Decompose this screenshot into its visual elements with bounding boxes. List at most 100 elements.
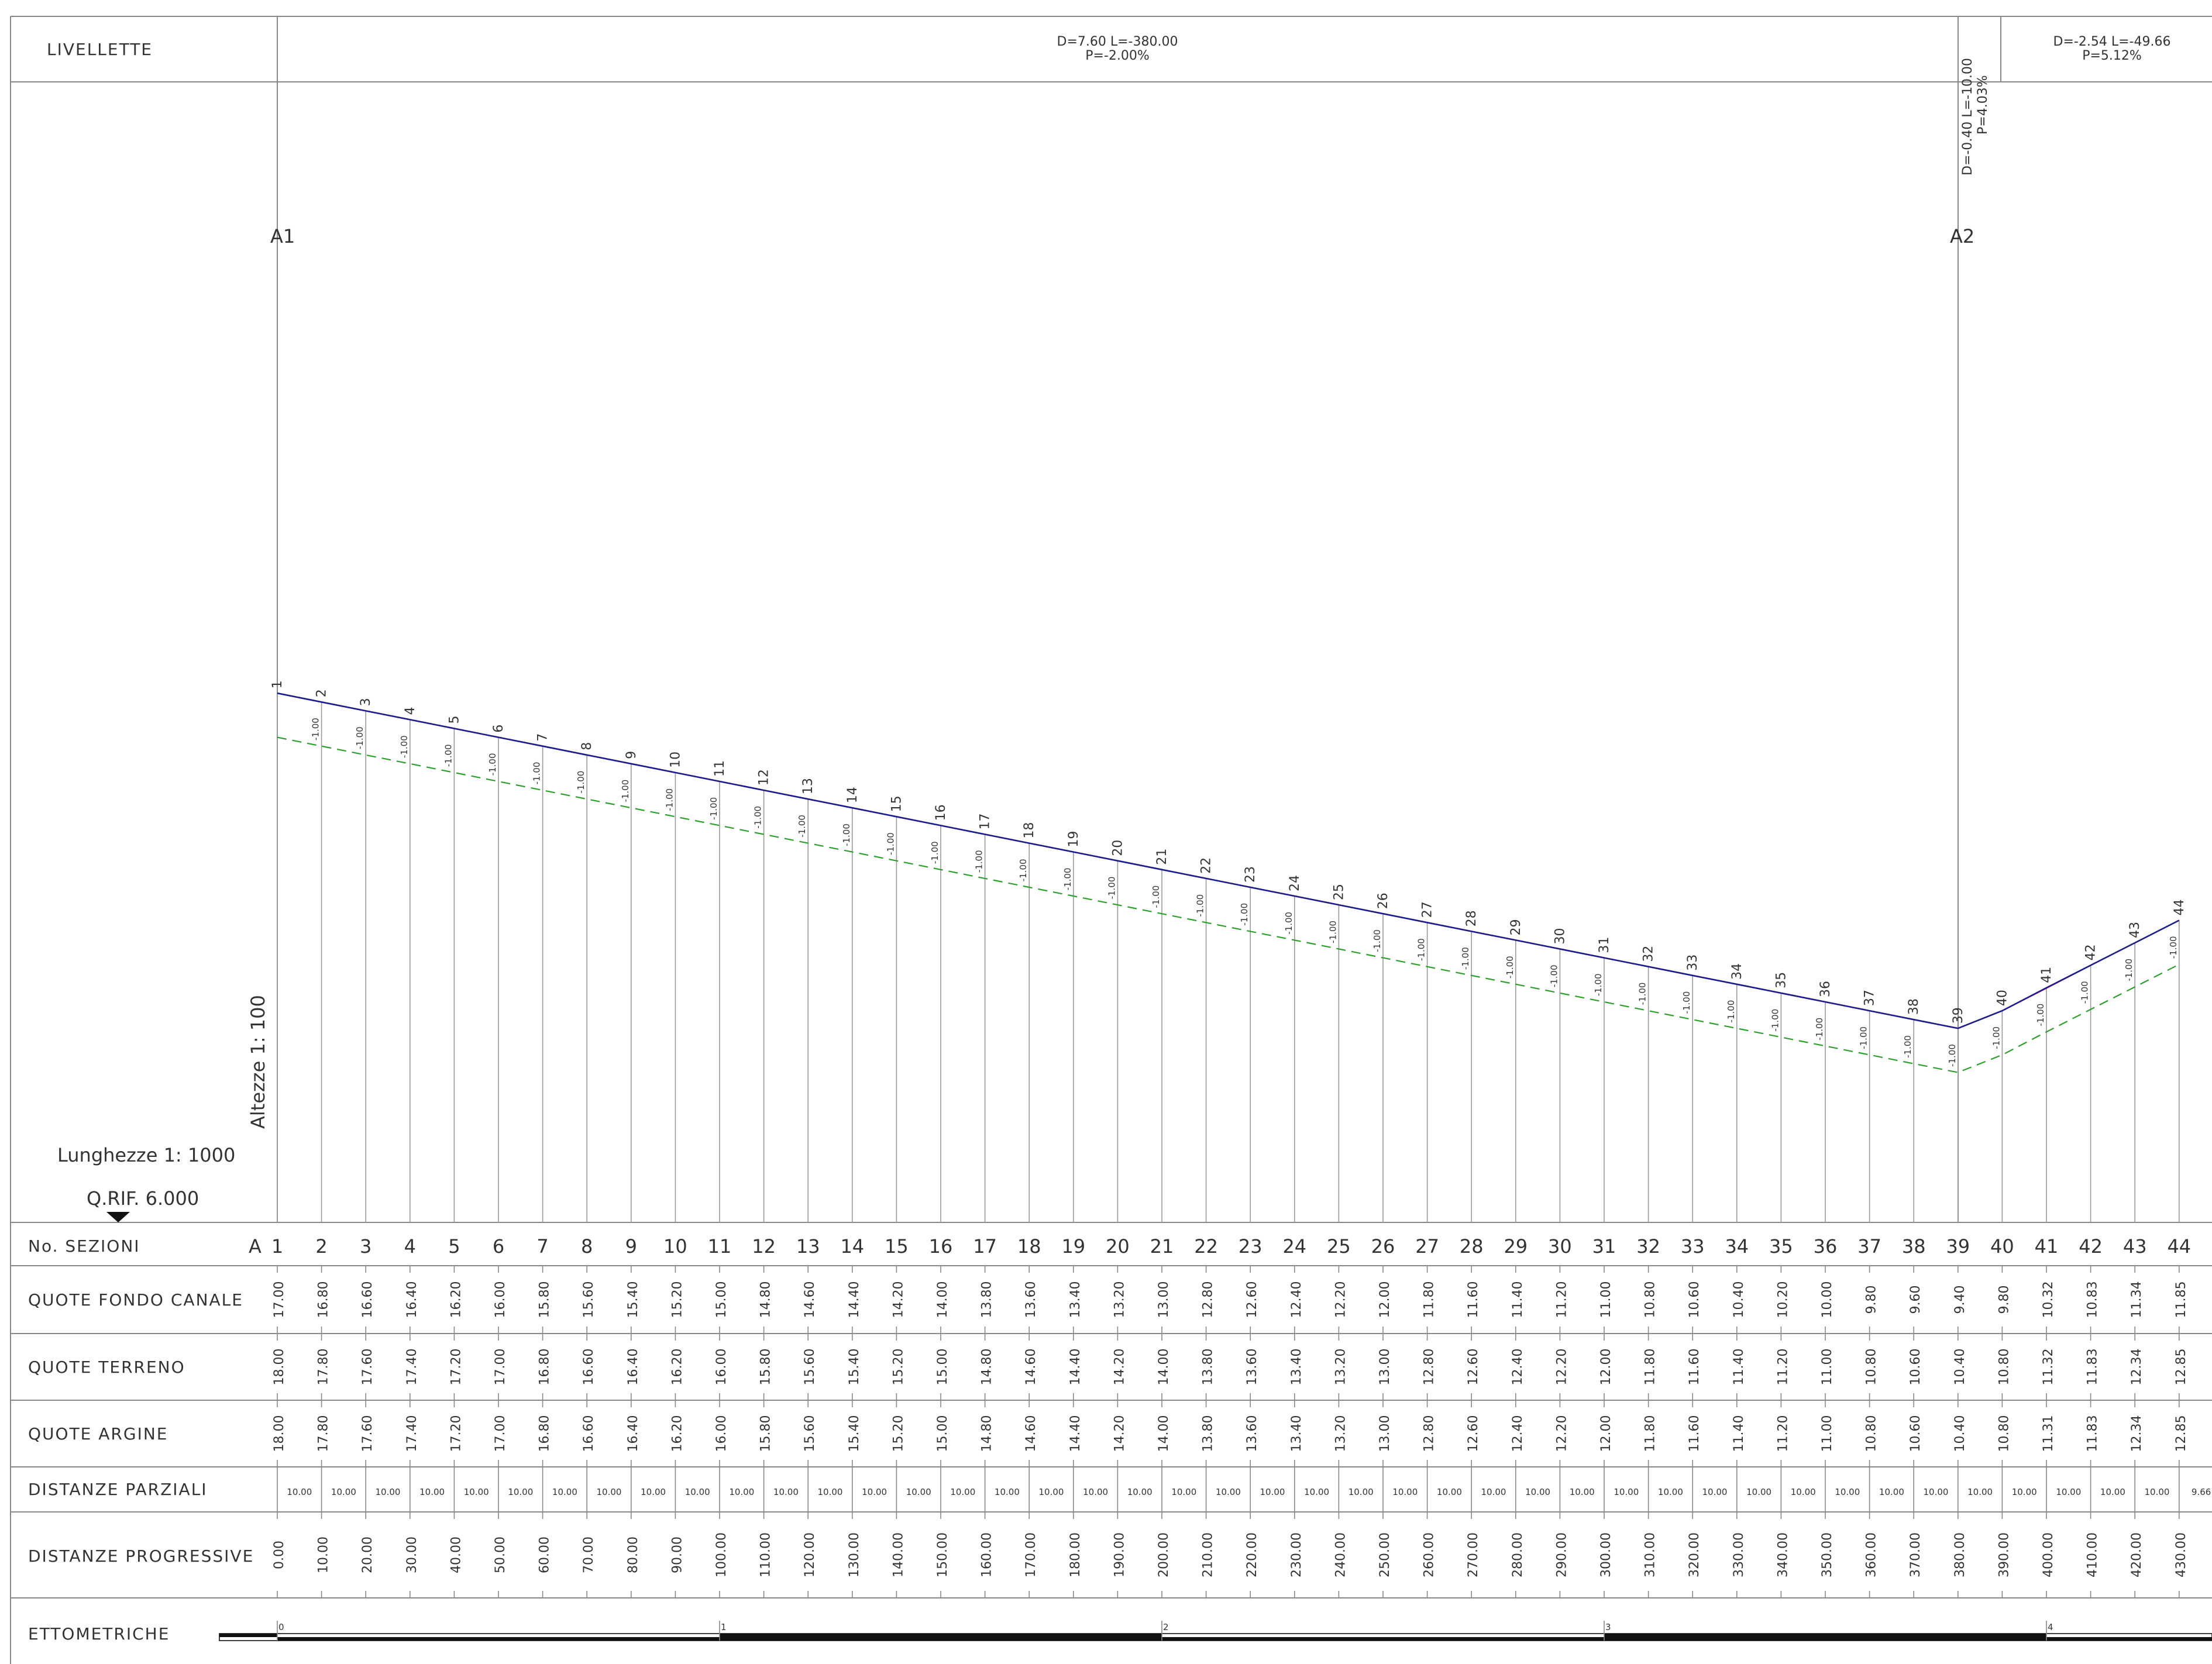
progressive-value: 230.00	[1289, 1532, 1304, 1577]
progressive-value: 170.00	[1024, 1532, 1038, 1577]
parziali-value: 10.00	[331, 1487, 356, 1497]
argine-value: 14.40	[1068, 1415, 1083, 1452]
progressive-value: 0.00	[272, 1541, 287, 1569]
sezione-number: 18	[1017, 1235, 1041, 1258]
argine-value: 12.20	[1554, 1415, 1569, 1452]
profile-diff-label: -1.00	[708, 797, 719, 820]
row-label-sezioni: No. SEZIONI	[28, 1236, 140, 1256]
profile-diff-label: -1.00	[1859, 1026, 1869, 1049]
profile-diff-label: -1.00	[753, 806, 763, 829]
profile-section-number: 39	[1951, 1007, 1966, 1024]
parziali-value: 10.00	[729, 1487, 754, 1497]
fondo-value: 13.00	[1157, 1281, 1171, 1318]
progressive-value: 360.00	[1864, 1532, 1879, 1577]
sezione-number: 4	[404, 1235, 416, 1258]
progressive-value: 150.00	[935, 1532, 950, 1577]
parziali-value: 10.00	[1614, 1487, 1639, 1497]
profile-section-number: 16	[934, 804, 948, 821]
profile-diff-label: -1.00	[1372, 929, 1382, 952]
sezione-number: 10	[663, 1235, 687, 1258]
sezione-number: 43	[2123, 1235, 2147, 1258]
sezione-number: 21	[1150, 1235, 1174, 1258]
terreno-value: 12.60	[1466, 1349, 1481, 1386]
livelletta-2-line2: P=4.03%	[1976, 75, 1990, 135]
terreno-value: 10.40	[1953, 1349, 1967, 1386]
terreno-value: 18.00	[272, 1349, 287, 1386]
ettometrica-label: 3	[1605, 1622, 1611, 1632]
argine-value: 14.20	[1112, 1415, 1127, 1452]
terreno-value: 11.60	[1687, 1349, 1702, 1386]
profile-section-number: 26	[1376, 893, 1391, 909]
fondo-value: 12.40	[1289, 1281, 1304, 1318]
row-label-parziali: DISTANZE PARZIALI	[28, 1480, 208, 1499]
fondo-value: 16.00	[493, 1281, 508, 1318]
profile-diff-label: -1.00	[1327, 921, 1338, 943]
fondo-value: 12.00	[1378, 1281, 1392, 1318]
argine-value: 11.20	[1776, 1415, 1790, 1452]
argine-value: 14.00	[1157, 1415, 1171, 1452]
parziali-value: 10.00	[1481, 1487, 1506, 1497]
profile-diff-label: -1.00	[1814, 1018, 1825, 1041]
argine-value: 15.60	[803, 1415, 817, 1452]
fondo-value: 10.80	[1643, 1281, 1658, 1318]
scale-bar-segment	[2046, 1637, 2212, 1641]
progressive-value: 250.00	[1378, 1532, 1392, 1577]
row-label-progressive: DISTANZE PROGRESSIVE	[28, 1546, 254, 1566]
terreno-value: 14.60	[1024, 1349, 1038, 1386]
profile-labels: 12-1.003-1.004-1.005-1.006-1.007-1.008-1…	[270, 680, 2187, 1067]
parziali-value: 10.00	[1083, 1487, 1108, 1497]
sezione-number: 15	[885, 1235, 909, 1258]
profile-section-number: 34	[1730, 963, 1745, 980]
argine-value: 12.85	[2174, 1415, 2189, 1452]
progressive-value: 70.00	[582, 1536, 596, 1573]
terreno-value: 14.00	[1157, 1349, 1171, 1386]
progressive-value: 290.00	[1554, 1532, 1569, 1577]
terreno-value: 11.83	[2086, 1349, 2100, 1386]
fondo-value: 15.60	[582, 1281, 596, 1318]
argine-value: 10.80	[1864, 1415, 1879, 1452]
profile-diff-label: -1.00	[443, 744, 453, 767]
sezione-number: 20	[1106, 1235, 1130, 1258]
terreno-value: 16.00	[714, 1349, 729, 1386]
terreno-value: 16.20	[670, 1349, 684, 1386]
progressive-value: 300.00	[1599, 1532, 1614, 1577]
profile-section-number: 37	[1863, 990, 1877, 1006]
parziali-value: 10.00	[1570, 1487, 1595, 1497]
sezione-number: 37	[1857, 1235, 1881, 1258]
parziali-value: 10.00	[1216, 1487, 1241, 1497]
terreno-value: 13.20	[1333, 1349, 1348, 1386]
parziali-value: 10.00	[1127, 1487, 1153, 1497]
sezione-number: 38	[1902, 1235, 1926, 1258]
fondo-value: 9.60	[1908, 1286, 1923, 1314]
parziali-value: 10.00	[773, 1487, 799, 1497]
sezione-number: 35	[1769, 1235, 1793, 1258]
vertex-a1-label: A1	[270, 225, 295, 247]
fondo-value: 11.80	[1422, 1281, 1437, 1318]
profile-diff-label: -1.00	[399, 735, 410, 758]
sezione-number: 23	[1239, 1235, 1262, 1258]
parziali-value: 10.00	[376, 1487, 401, 1497]
progressive-value: 200.00	[1157, 1532, 1171, 1577]
profile-section-number: 23	[1243, 866, 1258, 883]
qrif-triangle-icon	[106, 1212, 130, 1222]
fondo-value: 12.60	[1245, 1281, 1260, 1318]
profile-section-number: 5	[447, 716, 462, 724]
argine-value: 16.80	[538, 1415, 552, 1452]
scale-bar-segment	[219, 1634, 277, 1637]
profile-section-number: 38	[1907, 998, 1921, 1015]
parziali-value: 10.00	[995, 1487, 1020, 1497]
argine-value: 17.00	[493, 1415, 508, 1452]
argine-value: 11.60	[1687, 1415, 1702, 1452]
terreno-value: 11.00	[1820, 1349, 1835, 1386]
argine-value: 16.40	[626, 1415, 641, 1452]
fondo-value: 15.40	[626, 1281, 641, 1318]
fondo-value: 14.40	[847, 1281, 862, 1318]
argine-value: 13.80	[1201, 1415, 1216, 1452]
progressive-value: 340.00	[1776, 1532, 1790, 1577]
terreno-value: 14.80	[980, 1349, 995, 1386]
fondo-value: 12.20	[1333, 1281, 1348, 1318]
progressive-value: 120.00	[803, 1532, 817, 1577]
sezione-number: 8	[581, 1235, 593, 1258]
terreno-value: 12.34	[2130, 1349, 2144, 1386]
argine-value: 11.80	[1643, 1415, 1658, 1452]
